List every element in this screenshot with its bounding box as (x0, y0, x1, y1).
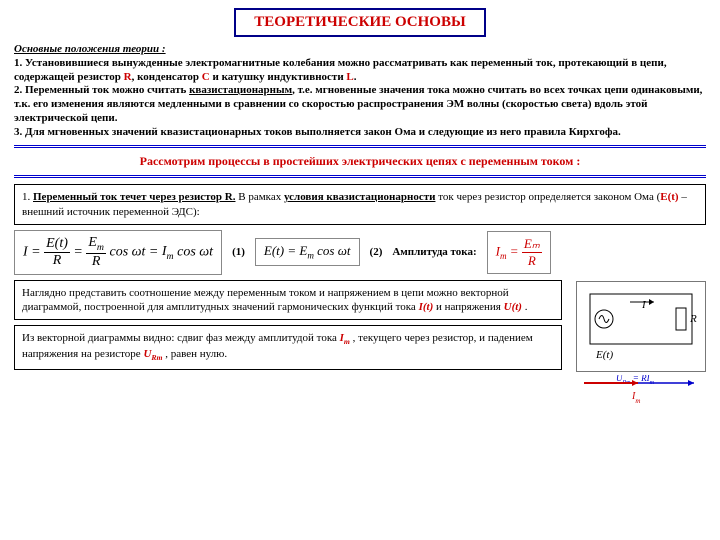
lbl1: (1) (232, 246, 245, 258)
b2u: U(t) (504, 301, 522, 313)
p1b: , конденсатор (132, 71, 202, 83)
intro-line: Основные положения теории : (14, 43, 166, 55)
eq2: E(t) = Em cos ωt (255, 238, 360, 266)
b3a: Из векторной диаграммы видно: сдвиг фаз … (22, 332, 340, 344)
eq3: Im = EₘR (487, 231, 551, 274)
divider2 (14, 175, 706, 178)
p1end: . (354, 71, 357, 83)
subheading: Рассмотрим процессы в простейших электри… (8, 154, 712, 169)
b2i: I(t) (419, 301, 434, 313)
b3im: Im (340, 332, 350, 344)
sym-C: C (202, 71, 210, 83)
b3ur: URm (143, 348, 162, 360)
b1c: ток через резистор определяется законом … (435, 191, 660, 203)
b2b: и напряжения (433, 301, 503, 313)
b3c: , равен нулю. (163, 348, 228, 360)
svg-text:Im: Im (631, 391, 640, 405)
amp-label: Амплитуда тока: (392, 246, 476, 259)
eq3n: Eₘ (522, 236, 542, 253)
p2a: 2. Переменный ток можно считать (14, 84, 189, 96)
circuit-svg: I R E(t) (576, 281, 706, 372)
p2u: квазистационарным (189, 84, 292, 96)
b1b: В рамках (235, 191, 284, 203)
eq3d: R (522, 253, 542, 269)
p3: 3. Для мгновенных значений квазистациона… (14, 126, 621, 138)
svg-text:I: I (641, 299, 647, 311)
p1c: и катушку индуктивности (210, 71, 347, 83)
svg-text:R: R (689, 313, 697, 325)
box-vector: Наглядно представить соотношение между п… (14, 280, 562, 321)
eq1: I = E(t)R = EmR cos ωt = Im cos ωt (14, 230, 222, 275)
b1u2: условия квазистационарности (284, 191, 435, 203)
circuit-diagram: I R E(t) URm = RIm Im (576, 281, 706, 409)
title: ТЕОРЕТИЧЕСКИЕ ОСНОВЫ (254, 14, 465, 30)
p1: 1. Установившиеся вынужденные электромаг… (14, 57, 667, 83)
b1u: Переменный ток течет через резистор R. (33, 191, 235, 203)
sym-L: L (346, 71, 353, 83)
b2c: . (522, 301, 528, 313)
b1a: 1. (22, 191, 33, 203)
sym-R: R (124, 71, 132, 83)
lbl2: (2) (370, 246, 383, 258)
box-resistor: 1. Переменный ток течет через резистор R… (14, 184, 706, 225)
box-phase: Из векторной диаграммы видно: сдвиг фаз … (14, 325, 562, 369)
title-box: ТЕОРЕТИЧЕСКИЕ ОСНОВЫ (234, 8, 485, 37)
svg-text:E(t): E(t) (595, 349, 613, 361)
b1emf: E(t) (660, 191, 678, 203)
p2: 2. Переменный ток можно считать квазиста… (14, 84, 702, 124)
theory-block: Основные положения теории : 1. Установив… (14, 43, 706, 139)
divider (14, 145, 706, 148)
equation-row: I = E(t)R = EmR cos ωt = Im cos ωt (1) E… (14, 230, 706, 275)
